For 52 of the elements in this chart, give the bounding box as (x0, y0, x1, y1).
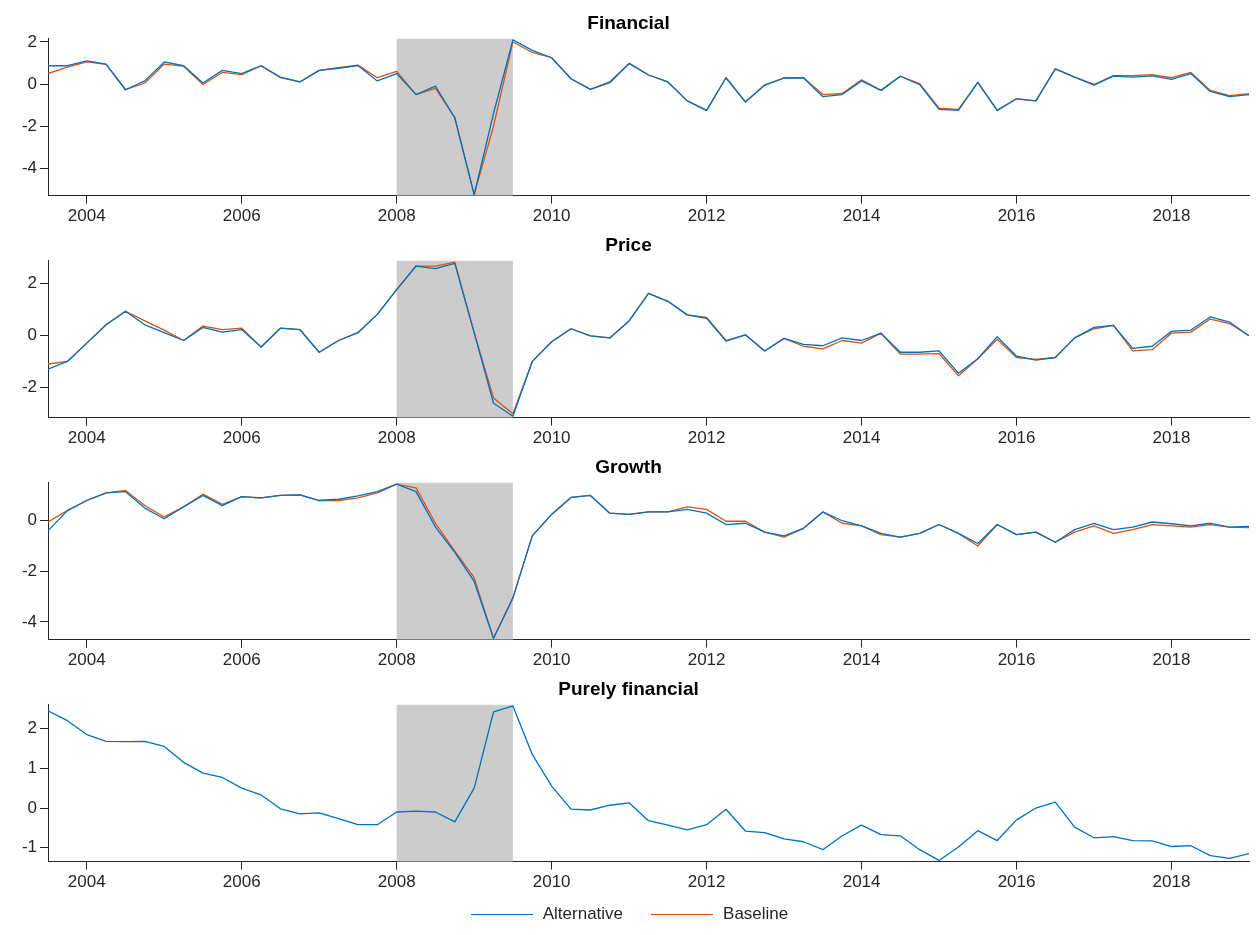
x-tick-label: 2006 (222, 872, 261, 892)
y-tick-label: -2 (21, 115, 37, 135)
x-tick-label: 2008 (377, 428, 416, 448)
x-tick-label: 2010 (532, 206, 571, 226)
x-tick-label: 2016 (997, 206, 1036, 226)
x-tick-label: 2018 (1152, 206, 1191, 226)
x-tick-label: 2012 (687, 206, 726, 226)
x-tick-label: 2008 (377, 872, 416, 892)
x-tick-label: 2004 (67, 428, 106, 448)
chart-title: Price (605, 233, 652, 255)
x-tick-label: 2004 (67, 872, 106, 892)
x-tick-label: 2006 (222, 428, 261, 448)
x-tick-label: 2008 (377, 650, 416, 670)
legend-label: Alternative (542, 904, 624, 924)
x-tick-label: 2014 (842, 428, 881, 448)
x-tick-label: 2004 (67, 650, 106, 670)
x-tick-label: 2004 (67, 206, 106, 226)
y-tick-label: 0 (27, 797, 37, 817)
y-tick-label: 0 (27, 73, 37, 93)
x-tick-label: 2016 (997, 650, 1036, 670)
x-tick-label: 2006 (222, 650, 261, 670)
y-tick-label: -2 (21, 561, 37, 580)
x-tick-label: 2012 (687, 428, 726, 448)
x-tick-label: 2006 (222, 206, 261, 226)
x-tick-label: 2016 (997, 428, 1036, 448)
chart-title: Purely financial (558, 677, 699, 699)
y-tick-label: 1 (27, 758, 37, 777)
x-tick-label: 2014 (842, 650, 881, 670)
x-tick-label: 2012 (687, 650, 726, 670)
y-tick-label: 0 (27, 324, 37, 344)
x-tick-label: 2018 (1152, 428, 1191, 448)
x-tick-label: 2010 (532, 872, 571, 892)
x-tick-label: 2012 (687, 872, 726, 892)
x-tick-label: 2018 (1152, 872, 1191, 892)
x-tick-label: 2008 (377, 206, 416, 226)
y-tick-label: -2 (21, 377, 37, 397)
x-tick-label: 2010 (532, 650, 571, 670)
chart-title: Growth (595, 455, 662, 477)
y-tick-label: -4 (21, 157, 37, 177)
y-tick-label: 2 (27, 31, 37, 51)
x-tick-label: 2014 (842, 872, 881, 892)
y-tick-label: 0 (27, 510, 37, 530)
legend-label: Baseline (723, 904, 789, 924)
x-tick-label: 2014 (842, 206, 881, 226)
x-tick-label: 2016 (997, 872, 1036, 892)
y-tick-label: 2 (27, 272, 37, 292)
y-tick-label: -1 (21, 837, 37, 857)
y-tick-label: -4 (21, 611, 37, 631)
x-tick-label: 2018 (1152, 650, 1191, 670)
y-tick-label: 2 (27, 718, 37, 738)
x-tick-label: 2010 (532, 428, 571, 448)
chart-title: Financial (587, 11, 670, 33)
